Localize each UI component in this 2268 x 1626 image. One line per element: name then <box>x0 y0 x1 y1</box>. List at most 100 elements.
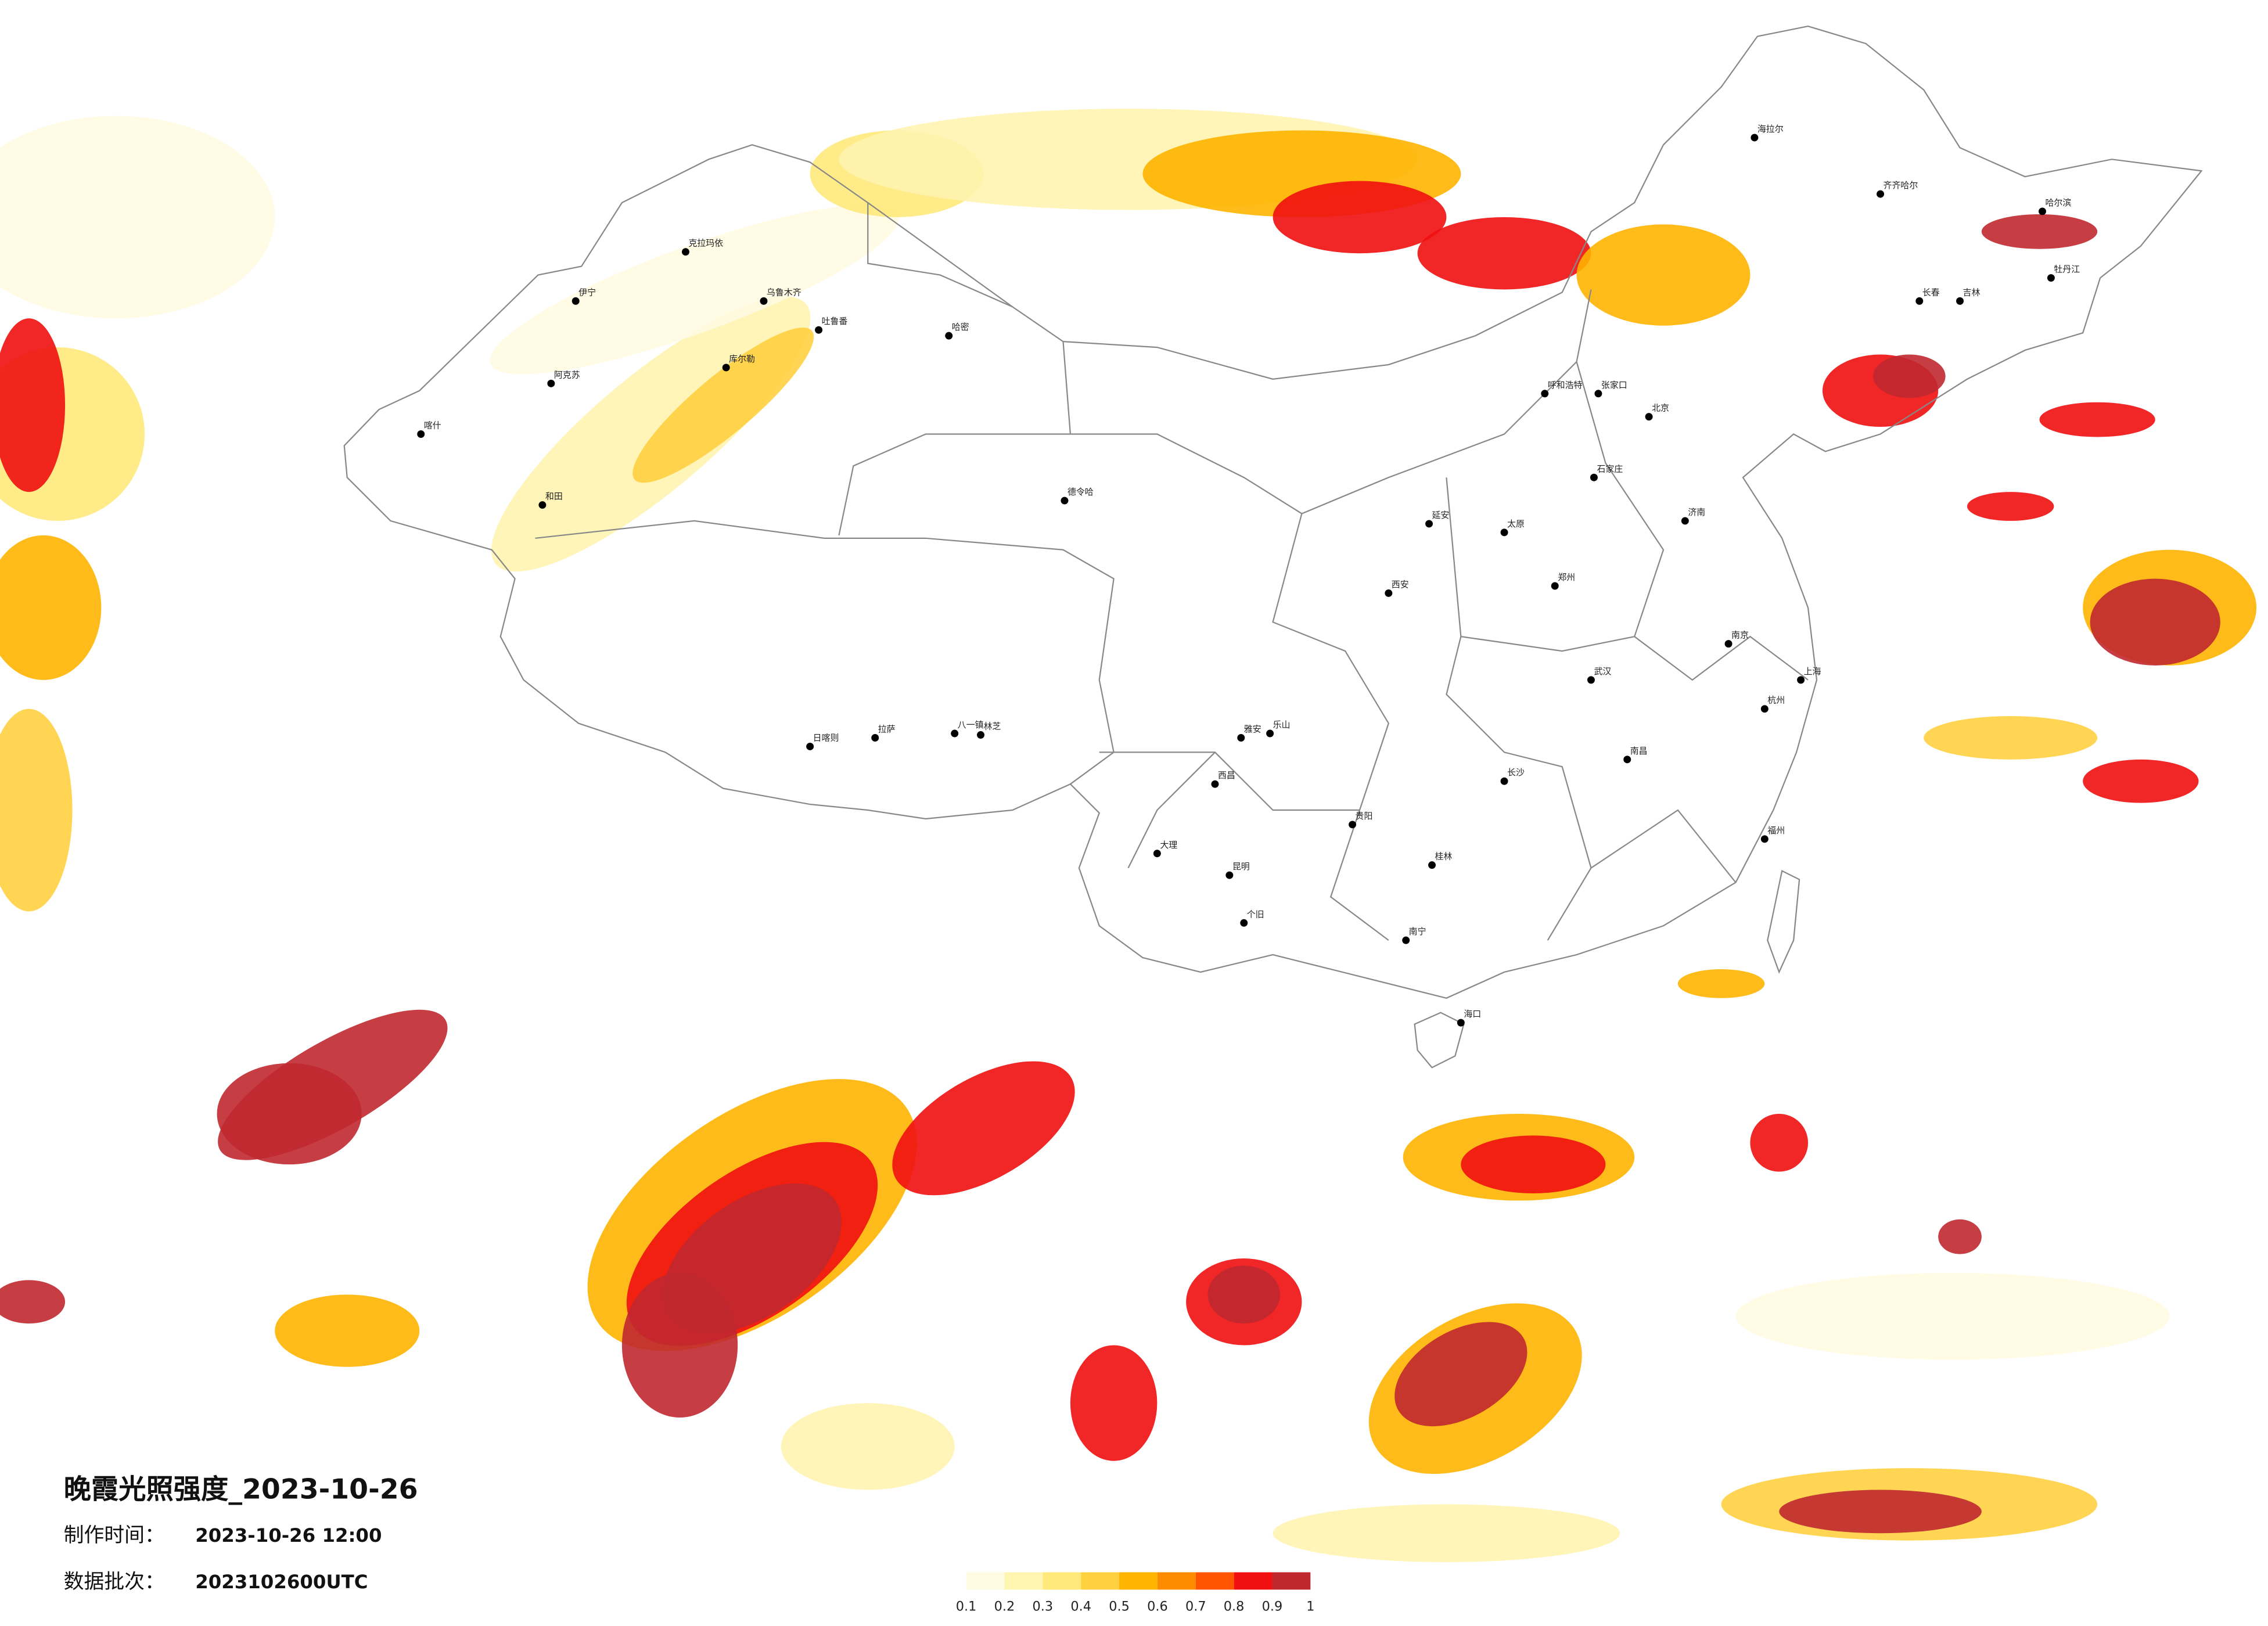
glow-region <box>781 1403 955 1490</box>
city-label: 石家庄 <box>1597 463 1623 474</box>
city-label: 日喀则 <box>813 732 839 743</box>
legend-tick-label: 0.8 <box>1224 1599 1245 1614</box>
city-label: 拉萨 <box>878 724 896 735</box>
glow-region <box>1273 181 1447 254</box>
city-dot <box>1237 734 1245 742</box>
city-label: 昆明 <box>1232 861 1250 872</box>
city-dot <box>1751 134 1759 142</box>
city-label: 张家口 <box>1601 380 1627 390</box>
title: 晚霞光照强度_2023-10-26 <box>64 1473 418 1505</box>
city-label: 吉林 <box>1963 287 1981 297</box>
city-label: 武汉 <box>1594 666 1611 677</box>
city-dot <box>1385 589 1393 597</box>
city-dot <box>1915 297 1924 305</box>
city-dot <box>760 297 768 305</box>
city-label: 阿克苏 <box>554 369 580 380</box>
legend-tick-label: 1 <box>1306 1599 1314 1614</box>
city-dot <box>1623 756 1631 764</box>
made-time: 2023-10-26 12:00 <box>195 1524 382 1546</box>
glow-region <box>1967 492 2054 521</box>
city-dot <box>1428 861 1436 869</box>
city-label: 贵阳 <box>1356 811 1373 821</box>
glow-region <box>0 318 66 492</box>
glow-region <box>217 1063 362 1165</box>
city-label: 八一镇 <box>958 720 984 730</box>
city-label: 吐鲁番 <box>822 316 848 326</box>
city-dot <box>1061 497 1069 505</box>
heat-layer <box>0 109 2257 1563</box>
city-label: 个旧 <box>1247 909 1264 919</box>
glow-region <box>0 708 73 912</box>
city-label: 呼和浩特 <box>1548 380 1583 390</box>
city-dot <box>1240 919 1248 927</box>
city-dot <box>1266 729 1274 738</box>
glow-region <box>0 1280 66 1324</box>
city-label: 牡丹江 <box>2054 264 2080 275</box>
city-dot <box>2047 274 2055 282</box>
glow-region <box>1735 1272 2170 1360</box>
city-dot <box>871 734 879 742</box>
province-border <box>535 202 1809 941</box>
legend-swatch <box>1234 1572 1273 1590</box>
city-label: 桂林 <box>1435 851 1453 862</box>
city-label: 乌鲁木齐 <box>767 287 801 297</box>
glow-region <box>0 535 102 680</box>
glow-region <box>2039 402 2155 437</box>
city-label: 海拉尔 <box>1757 124 1784 134</box>
city-label: 乐山 <box>1273 720 1291 730</box>
city-dot <box>1551 582 1559 590</box>
city-label: 上海 <box>1804 666 1821 677</box>
city-label: 延安 <box>1432 510 1450 520</box>
legend: 0.1 0.2 0.3 0.4 0.5 0.6 0.7 0.8 0.9 1 <box>956 1572 1314 1614</box>
city-label: 海口 <box>1464 1009 1481 1019</box>
city-dot <box>945 332 953 340</box>
city-label: 长沙 <box>1507 767 1525 778</box>
city-dot <box>1541 390 1549 398</box>
city-label: 郑州 <box>1558 572 1575 582</box>
city-label: 太原 <box>1507 519 1525 529</box>
glow-region <box>1394 1322 1527 1427</box>
city-label: 哈密 <box>952 322 969 332</box>
city-label: 西昌 <box>1218 770 1235 780</box>
city-dot <box>1590 473 1598 481</box>
glow-region <box>2083 759 2199 803</box>
city-label: 南昌 <box>1630 746 1648 756</box>
city-dot <box>806 742 814 750</box>
city-dot <box>2039 207 2046 215</box>
glow-region <box>0 116 275 319</box>
glow-region <box>1924 716 2098 760</box>
glow-region <box>892 1061 1075 1196</box>
city-dot <box>538 501 547 509</box>
city-dot <box>1760 705 1769 713</box>
city-dot <box>1500 528 1508 537</box>
glow-region <box>2090 578 2220 665</box>
glow-region <box>632 328 814 483</box>
batch: 2023102600UTC <box>195 1571 368 1593</box>
made-label: 制作时间： <box>64 1524 165 1547</box>
glow-region <box>1207 1265 1281 1324</box>
city-label: 林芝 <box>983 721 1001 732</box>
legend-tick-label: 0.7 <box>1185 1599 1206 1614</box>
glow-region <box>1873 354 1946 398</box>
legend-swatch <box>1119 1572 1158 1590</box>
city-dot <box>1500 777 1508 785</box>
city-dot <box>1211 780 1219 788</box>
city-dot <box>1594 390 1602 398</box>
island-outline <box>1414 1012 1465 1069</box>
city-dot <box>1681 517 1689 525</box>
city-dot <box>1587 676 1595 684</box>
city-dot <box>815 326 823 334</box>
glow-region <box>1677 969 1765 998</box>
city-label: 南京 <box>1731 630 1749 641</box>
city-dot <box>1724 640 1733 648</box>
borders <box>343 26 2203 1069</box>
legend-swatch <box>966 1572 1005 1590</box>
legend-tick-label: 0.1 <box>956 1599 977 1614</box>
legend-swatch <box>1081 1572 1120 1590</box>
city-label: 西安 <box>1392 579 1409 589</box>
glow-region <box>1750 1114 1809 1172</box>
city-label: 齐齐哈尔 <box>1884 180 1918 190</box>
glow-region <box>1273 1504 1620 1563</box>
legend-swatch <box>1272 1572 1311 1590</box>
